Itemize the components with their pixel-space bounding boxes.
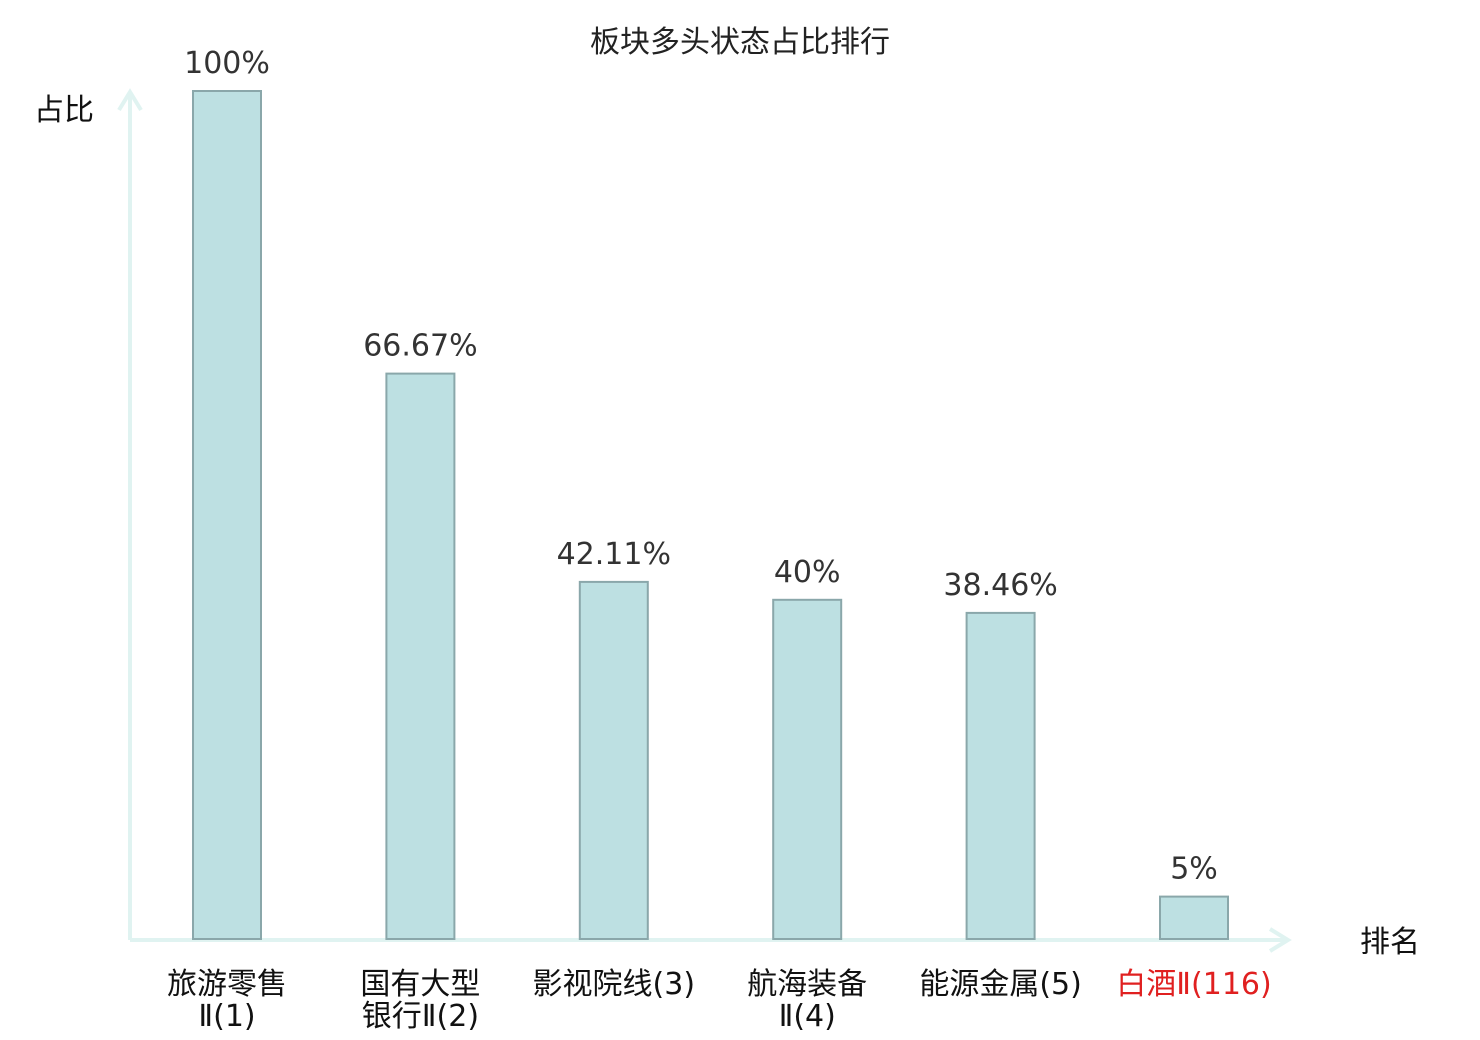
bar xyxy=(772,598,843,940)
bar-value-label: 100% xyxy=(184,46,270,81)
bar-value-label: 40% xyxy=(774,555,841,590)
category-label: 国有大型银行Ⅱ(2) xyxy=(360,967,480,1034)
category-label: 能源金属(5) xyxy=(919,967,1082,1002)
bar-value-label: 38.46% xyxy=(943,568,1057,603)
category-label: 白酒Ⅱ(116) xyxy=(1116,967,1271,1002)
bar xyxy=(965,611,1036,941)
bar xyxy=(192,90,262,940)
bar-value-label: 66.67% xyxy=(363,329,477,364)
bar xyxy=(1159,895,1229,940)
category-label: 影视院线(3) xyxy=(533,967,696,1002)
category-labels-group: 旅游零售 Ⅱ(1) 国有大型银行Ⅱ(2) 影视院线(3) 航海装备 Ⅱ(4) 能源金属(5)… xyxy=(167,967,1272,1034)
bar-value-label: 5% xyxy=(1170,852,1218,887)
bar xyxy=(578,580,649,941)
bars-group xyxy=(192,90,1229,941)
y-axis xyxy=(117,88,143,940)
category-label: 旅游零售 Ⅱ(1) xyxy=(167,967,287,1034)
y-axis-label: 占比 xyxy=(34,93,94,128)
x-axis xyxy=(130,927,1292,953)
value-labels-group: 100% 66.67% 42.11% 40% 38.46% 5% xyxy=(184,46,1218,887)
chart-title: 板块多头状态占比排行 xyxy=(590,25,890,60)
bar xyxy=(385,372,456,941)
x-axis-label: 排名 xyxy=(1360,925,1420,960)
bar-value-label: 42.11% xyxy=(557,537,671,572)
category-label: 航海装备 Ⅱ(4) xyxy=(747,967,867,1034)
